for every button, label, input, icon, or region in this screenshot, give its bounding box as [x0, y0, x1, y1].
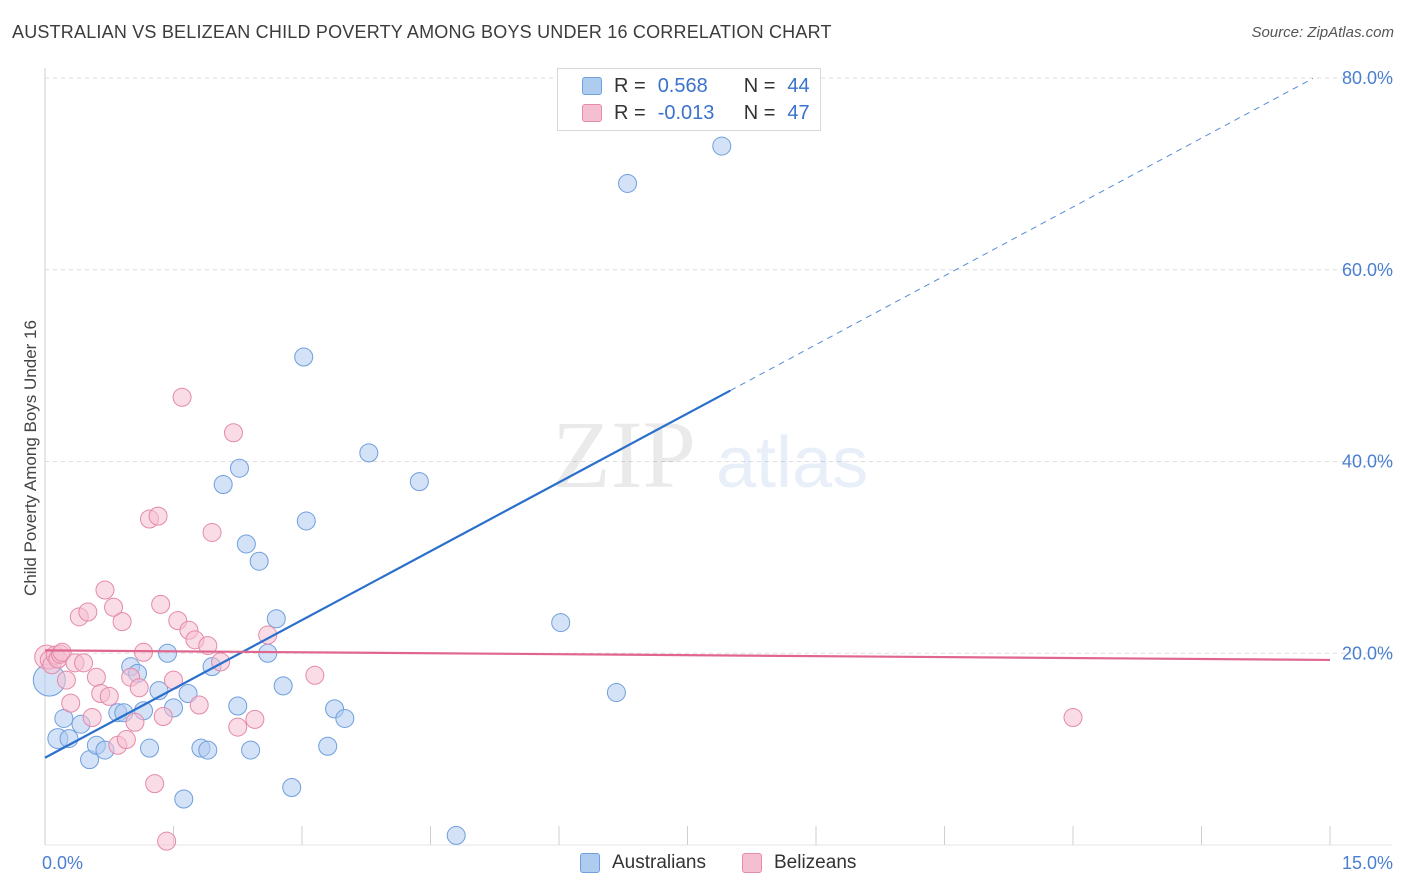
australian-point	[294, 347, 314, 367]
australian-point	[409, 472, 429, 492]
y-axis-label: Child Poverty Among Boys Under 16	[21, 320, 40, 596]
belizean-point	[52, 642, 72, 662]
belizean-point	[74, 653, 94, 673]
legend-label-australians: Australians	[612, 852, 706, 873]
legend-r-value: 0.568	[657, 74, 708, 97]
belizean-point	[245, 709, 265, 729]
australians-trend-line	[44, 389, 731, 759]
belizeans-trend-line	[44, 649, 1331, 662]
watermark: ZIP atlas	[552, 401, 868, 508]
belizean-point	[125, 712, 145, 732]
correlation-legend: R = 0.568 N = 44 R = -0.013 N = 47	[557, 68, 821, 131]
australian-point	[359, 443, 379, 463]
australian-point	[258, 643, 278, 663]
australian-point	[273, 676, 293, 696]
grid-layer	[44, 68, 1392, 846]
series-legend: Australians Belizeans	[0, 852, 1406, 876]
legend-item-australians: Australians	[580, 852, 706, 874]
australian-point	[296, 511, 316, 531]
australian-point	[158, 643, 178, 663]
x-tick-label: 15.0%	[1342, 853, 1393, 873]
belizean-point	[172, 387, 192, 407]
belizean-point	[198, 636, 218, 656]
belizean-point	[223, 423, 243, 443]
watermark-atlas: atlas	[716, 423, 868, 503]
australian-point	[266, 609, 286, 629]
belizean-point	[148, 506, 168, 526]
belizean-point	[1063, 707, 1083, 727]
belizean-point	[189, 695, 209, 715]
legend-n-label: N =	[743, 101, 776, 124]
belizean-point	[104, 597, 124, 617]
legend-swatch-blue	[582, 77, 602, 95]
australian-point	[335, 708, 355, 728]
legend-row-australians: R = 0.568 N = 44	[582, 73, 810, 99]
australian-point	[236, 534, 256, 554]
legend-label-belizeans: Belizeans	[774, 852, 857, 873]
belizean-point	[112, 612, 132, 632]
belizean-point	[86, 667, 106, 687]
australian-point	[318, 736, 338, 756]
australian-point	[712, 136, 732, 156]
australian-point	[446, 825, 466, 845]
belizean-point	[78, 602, 98, 622]
belizean-point	[153, 707, 173, 727]
australian-point	[282, 777, 302, 797]
legend-swatch-blue	[580, 853, 600, 873]
legend-swatch-pink	[582, 104, 602, 122]
legend-swatch-pink	[742, 853, 762, 873]
australians-trend-extension	[730, 77, 1314, 391]
legend-n-value: 47	[787, 101, 810, 124]
australian-point	[618, 173, 638, 193]
belizean-point	[56, 670, 76, 690]
australian-point	[228, 696, 248, 716]
australian-point	[140, 738, 160, 758]
y-tick-label: 20.0%	[1342, 643, 1393, 663]
watermark-zip: ZIP	[552, 401, 696, 508]
belizean-point	[151, 594, 171, 614]
legend-n-value: 44	[787, 74, 810, 97]
belizean-point	[145, 774, 165, 794]
belizean-point	[134, 642, 154, 662]
y-tick-label: 80.0%	[1342, 68, 1393, 88]
source-credit: Source: ZipAtlas.com	[1251, 24, 1394, 41]
belizean-point	[305, 665, 325, 685]
australian-point	[229, 458, 249, 478]
australian-point	[241, 740, 261, 760]
trend-lines	[44, 77, 1331, 759]
australian-point	[551, 613, 571, 633]
australian-point	[213, 475, 233, 495]
belizean-point	[157, 831, 177, 851]
x-tick-label: 0.0%	[42, 853, 83, 873]
legend-r-value: -0.013	[657, 101, 715, 124]
belizean-point	[116, 730, 136, 750]
tick-labels: 20.0% 40.0% 60.0% 80.0% 0.0% 15.0%	[42, 68, 1393, 873]
belizean-point	[95, 580, 115, 600]
legend-row-belizeans: R = -0.013 N = 47	[582, 100, 810, 126]
australian-point	[198, 740, 218, 760]
legend-r-label: R =	[614, 74, 646, 97]
legend-r-label: R =	[614, 101, 646, 124]
belizean-point	[61, 693, 81, 713]
belizean-point	[228, 717, 248, 737]
y-tick-label: 60.0%	[1342, 260, 1393, 280]
belizean-point	[82, 707, 102, 727]
australian-point	[249, 551, 269, 571]
australian-point	[178, 684, 198, 704]
belizean-point	[99, 686, 119, 706]
australian-point	[606, 683, 626, 703]
belizeans-points	[34, 387, 1083, 851]
belizean-point	[258, 625, 278, 645]
australian-point	[174, 789, 194, 809]
belizean-point	[202, 522, 222, 542]
chart-title: AUSTRALIAN VS BELIZEAN CHILD POVERTY AMO…	[12, 22, 832, 42]
legend-n-label: N =	[743, 74, 776, 97]
legend-item-belizeans: Belizeans	[742, 852, 856, 874]
y-tick-label: 40.0%	[1342, 452, 1393, 472]
belizean-point	[129, 678, 149, 698]
